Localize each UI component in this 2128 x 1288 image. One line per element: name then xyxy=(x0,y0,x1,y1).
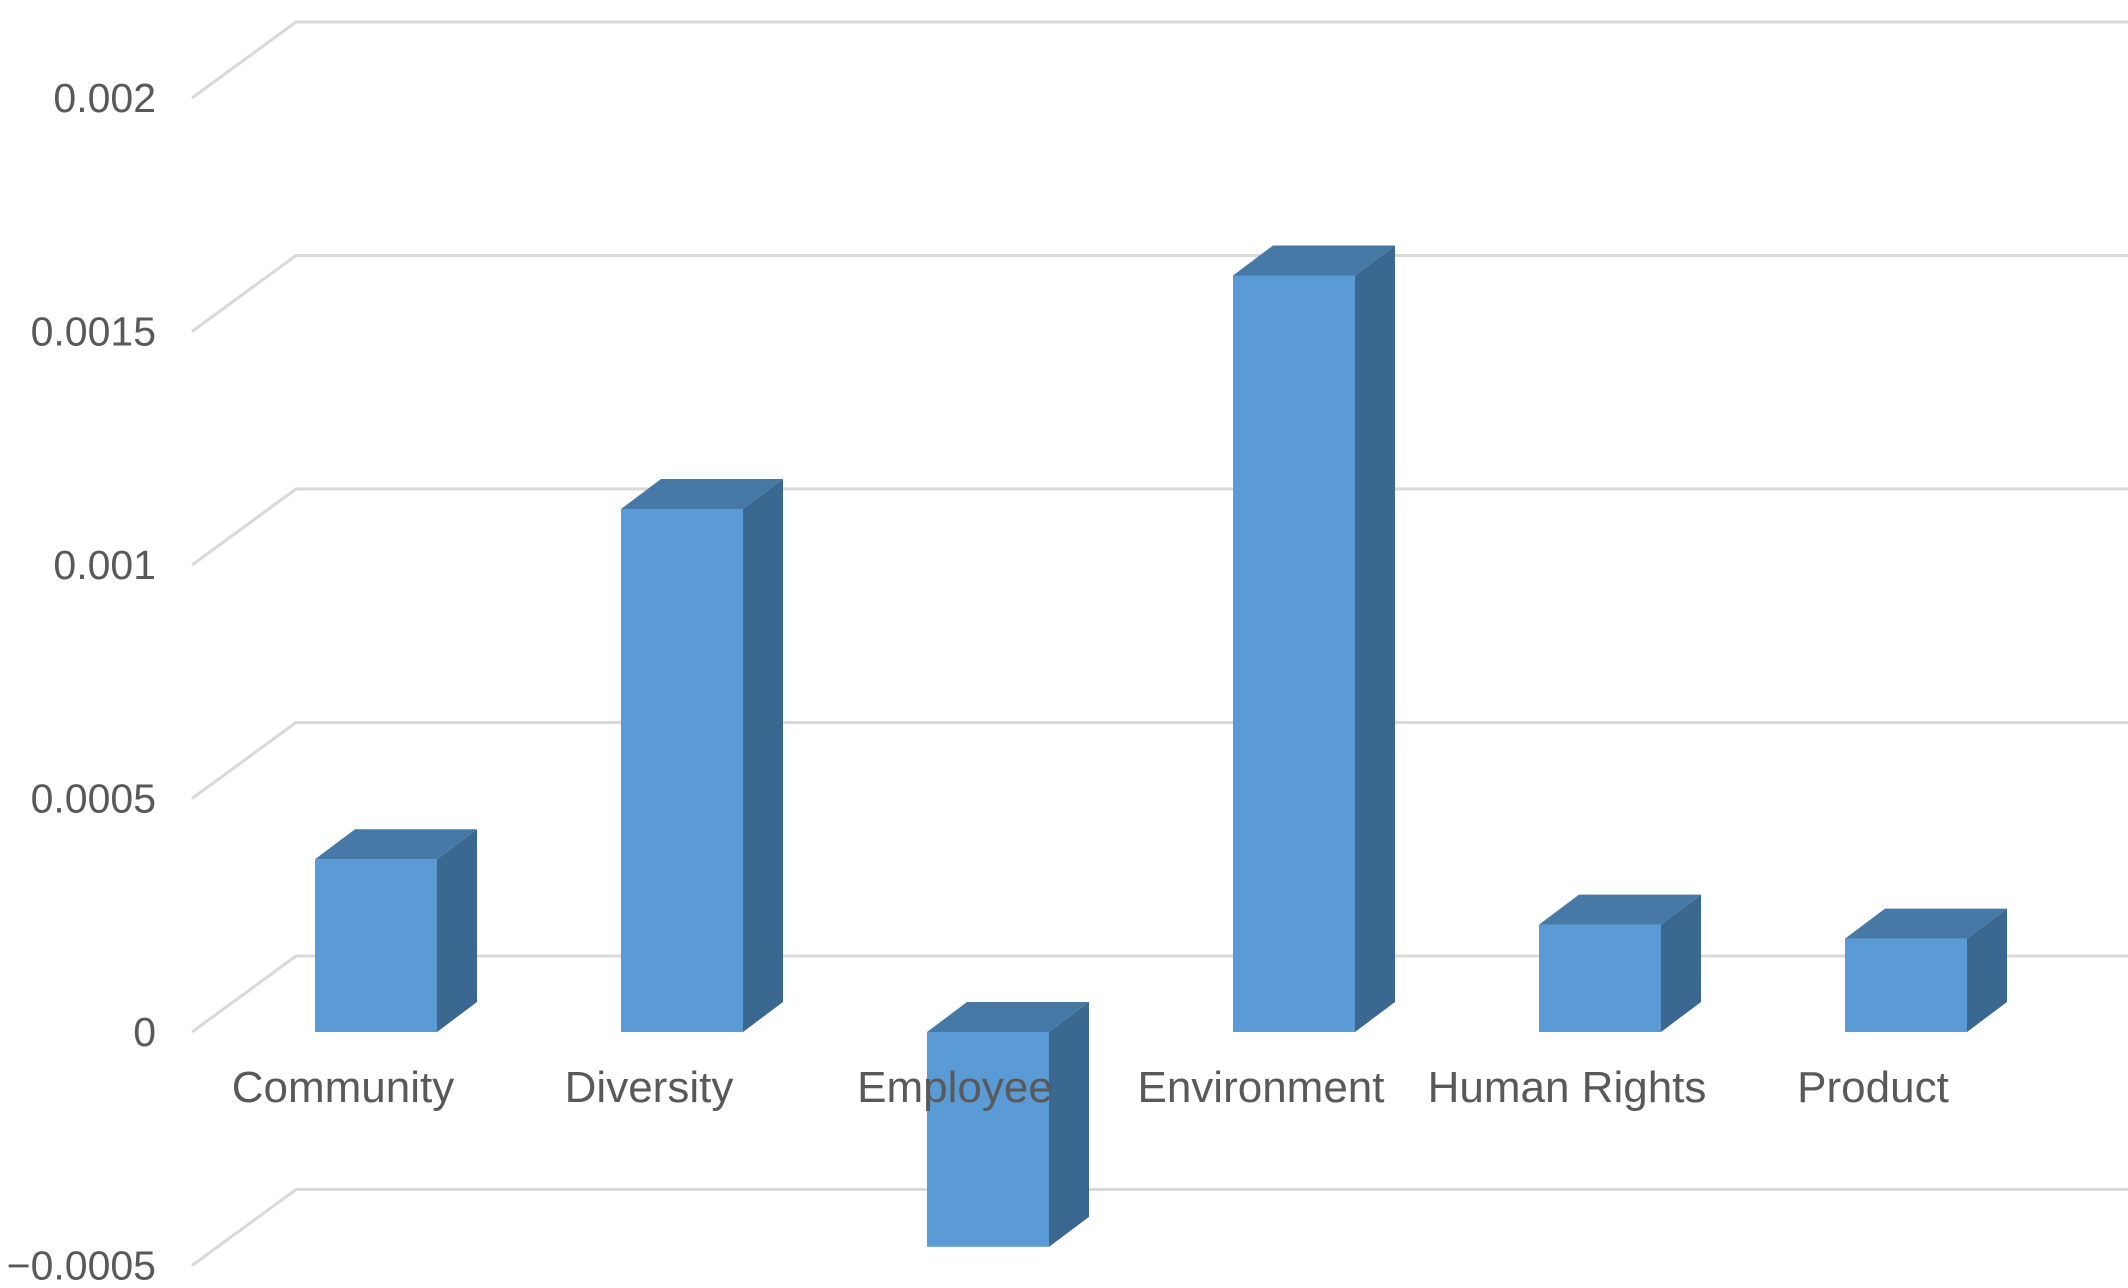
y-tick-label: 0.002 xyxy=(53,75,156,121)
bar xyxy=(621,478,783,1033)
category-label: Product xyxy=(1797,1063,1949,1112)
bar-top xyxy=(927,1002,1089,1032)
bar-side xyxy=(437,829,477,1032)
gridline xyxy=(191,1188,2128,1267)
bar-side xyxy=(1661,894,1701,1032)
gridline xyxy=(191,20,2128,100)
bar-front xyxy=(621,508,743,1033)
gridline xyxy=(191,487,2128,567)
bar-front xyxy=(1845,938,1967,1032)
bar-front xyxy=(1539,924,1661,1032)
bar-side xyxy=(1967,908,2007,1032)
bar-front xyxy=(927,1032,1049,1247)
category-label: Human Rights xyxy=(1428,1063,1707,1112)
bar-side xyxy=(1355,245,1395,1032)
bar-side xyxy=(1049,1002,1089,1247)
category-label: Environment xyxy=(1137,1063,1384,1112)
bar xyxy=(1845,908,2007,1032)
category-label: Community xyxy=(232,1063,455,1112)
bar-side xyxy=(743,478,783,1033)
y-tick-label: 0.0015 xyxy=(31,309,156,355)
gridline xyxy=(191,954,2128,1034)
category-labels: Community Diversity Employee Environment Hum… xyxy=(232,1063,1949,1112)
bar xyxy=(1233,245,1395,1033)
y-tick-label: 0.001 xyxy=(53,542,156,588)
bar-top xyxy=(315,829,477,860)
category-label: Employee xyxy=(857,1063,1053,1112)
bar xyxy=(315,829,477,1032)
bar-top xyxy=(1845,908,2007,939)
y-axis-tick-labels: −0.0005 0 0.0005 0.001 0.0015 0.002 xyxy=(7,75,156,1288)
gridline xyxy=(191,254,2128,333)
gridlines xyxy=(191,20,2128,1267)
bar-top xyxy=(621,478,783,509)
gridline xyxy=(191,721,2128,800)
bar-top xyxy=(1233,245,1395,276)
y-tick-label: 0 xyxy=(133,1009,156,1055)
bar xyxy=(1539,894,1701,1032)
bar-front xyxy=(315,859,437,1032)
bars xyxy=(315,245,2007,1247)
bar-front xyxy=(1233,275,1355,1033)
bar xyxy=(927,1002,1089,1247)
y-tick-label: 0.0005 xyxy=(31,776,156,822)
category-label: Diversity xyxy=(565,1063,734,1112)
y-tick-label: −0.0005 xyxy=(7,1243,156,1288)
bar-top xyxy=(1539,894,1701,925)
